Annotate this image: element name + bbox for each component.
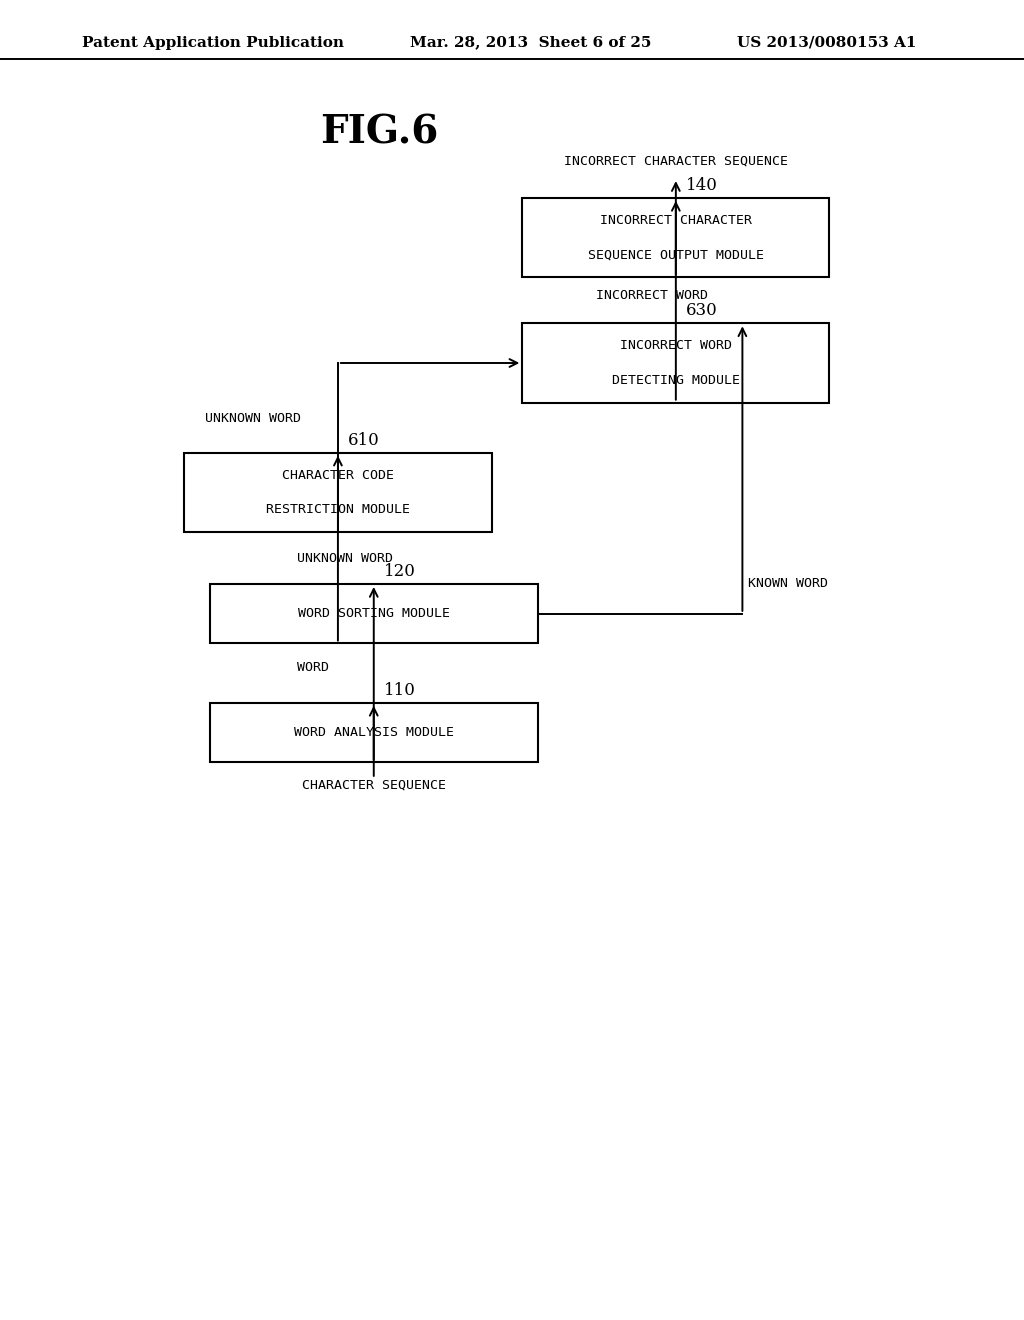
Bar xyxy=(210,583,538,643)
Text: WORD ANALYSIS MODULE: WORD ANALYSIS MODULE xyxy=(294,726,454,739)
Text: WORD SORTING MODULE: WORD SORTING MODULE xyxy=(298,607,450,620)
Text: CHARACTER CODE: CHARACTER CODE xyxy=(282,469,394,482)
Text: 610: 610 xyxy=(348,432,380,449)
Text: 630: 630 xyxy=(686,302,718,319)
Text: KNOWN WORD: KNOWN WORD xyxy=(748,577,827,590)
Text: FIG.6: FIG.6 xyxy=(319,114,438,150)
Text: 120: 120 xyxy=(384,564,416,581)
Text: SEQUENCE OUTPUT MODULE: SEQUENCE OUTPUT MODULE xyxy=(588,248,764,261)
Text: DETECTING MODULE: DETECTING MODULE xyxy=(612,374,739,387)
Text: Mar. 28, 2013  Sheet 6 of 25: Mar. 28, 2013 Sheet 6 of 25 xyxy=(410,36,651,50)
Bar xyxy=(184,453,492,532)
Text: RESTRICTION MODULE: RESTRICTION MODULE xyxy=(266,503,410,516)
Text: UNKNOWN WORD: UNKNOWN WORD xyxy=(205,412,301,425)
Text: CHARACTER SEQUENCE: CHARACTER SEQUENCE xyxy=(302,779,445,792)
Text: US 2013/0080153 A1: US 2013/0080153 A1 xyxy=(737,36,916,50)
Text: 140: 140 xyxy=(686,177,718,194)
Bar xyxy=(522,198,829,277)
Text: INCORRECT CHARACTER: INCORRECT CHARACTER xyxy=(600,214,752,227)
Text: UNKNOWN WORD: UNKNOWN WORD xyxy=(297,552,393,565)
Bar xyxy=(522,323,829,403)
Text: 110: 110 xyxy=(384,682,416,700)
Text: INCORRECT WORD: INCORRECT WORD xyxy=(620,339,732,352)
Text: INCORRECT WORD: INCORRECT WORD xyxy=(596,289,708,302)
Text: INCORRECT CHARACTER SEQUENCE: INCORRECT CHARACTER SEQUENCE xyxy=(564,154,787,168)
Bar xyxy=(210,704,538,763)
Text: Patent Application Publication: Patent Application Publication xyxy=(82,36,344,50)
Text: WORD: WORD xyxy=(297,661,329,675)
